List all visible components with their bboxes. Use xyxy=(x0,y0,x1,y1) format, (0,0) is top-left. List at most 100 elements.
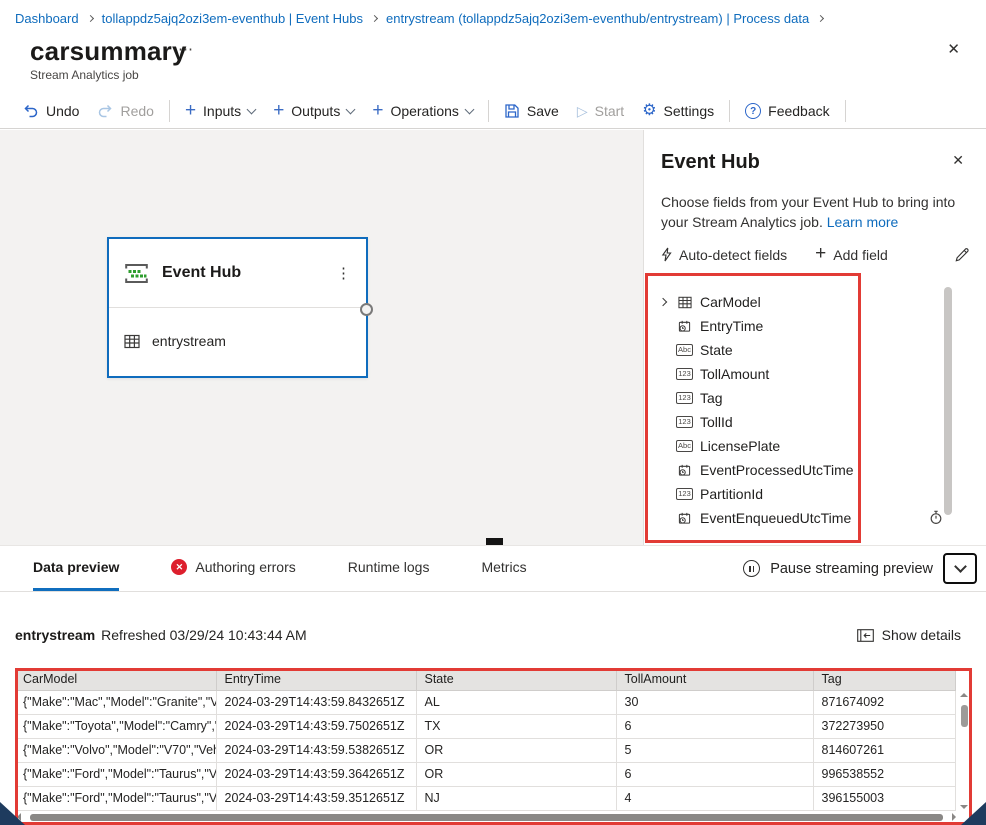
scrollbar-thumb[interactable] xyxy=(961,705,968,727)
show-details-button[interactable]: Show details xyxy=(856,627,961,643)
field-item-tollamount[interactable]: 123 TollAmount xyxy=(656,362,946,386)
data-preview-table: CarModel EntryTime State TollAmount Tag … xyxy=(15,668,972,825)
undo-button[interactable]: Undo xyxy=(14,94,88,128)
table-icon xyxy=(124,334,140,349)
learn-more-link[interactable]: Learn more xyxy=(826,214,899,231)
bottom-tabbar: Data preview ✕ Authoring errors Runtime … xyxy=(0,545,986,592)
field-item-partitionid[interactable]: 123 PartitionId xyxy=(656,482,946,506)
field-name: EntryTime xyxy=(700,318,764,334)
cell: 2024-03-29T14:43:59.3512651Z xyxy=(216,786,417,811)
column-header[interactable]: CarModel xyxy=(15,668,217,691)
node-input-name: entrystream xyxy=(152,333,226,349)
close-page-icon[interactable]: ✕ xyxy=(947,41,960,58)
start-button[interactable]: ▷ Start xyxy=(568,94,633,128)
help-circle-icon: ? xyxy=(745,103,762,119)
collapse-panel-button[interactable] xyxy=(943,553,977,584)
field-item-eventprocessedutctime[interactable]: EventProcessedUtcTime xyxy=(656,458,946,482)
node-output-connector[interactable] xyxy=(360,303,373,316)
field-item-licenseplate[interactable]: Abc LicensePlate xyxy=(656,434,946,458)
node-input-row[interactable]: entrystream xyxy=(109,308,366,374)
settings-button[interactable]: ⚙ Settings xyxy=(633,94,723,128)
panel-resize-handle[interactable] xyxy=(486,538,503,545)
redo-button[interactable]: Redo xyxy=(88,94,162,128)
add-inputs-button[interactable]: + Inputs xyxy=(176,94,264,128)
scroll-left-icon[interactable] xyxy=(17,813,21,821)
datetime-type-icon xyxy=(676,512,693,525)
scroll-down-icon[interactable] xyxy=(960,805,968,809)
auto-detect-fields-button[interactable]: Auto-detect fields xyxy=(661,247,787,263)
cell: NJ xyxy=(416,786,617,811)
datetime-type-icon xyxy=(676,464,693,477)
chevron-down-icon xyxy=(345,104,356,114)
toolbar-divider xyxy=(487,100,489,122)
panel-title: Event Hub xyxy=(661,151,760,173)
add-operations-button[interactable]: + Operations xyxy=(363,94,482,128)
table-row[interactable]: {"Make":"Ford","Model":"Taurus","Ve 2024… xyxy=(15,786,956,811)
table-row[interactable]: {"Make":"Toyota","Model":"Camry"," 2024-… xyxy=(15,714,956,739)
tab-authoring-errors[interactable]: ✕ Authoring errors xyxy=(171,546,296,591)
table-row[interactable]: {"Make":"Ford","Model":"Taurus","Ve 2024… xyxy=(15,762,956,787)
panel-scrollbar[interactable] xyxy=(944,287,952,515)
expand-chevron-icon[interactable] xyxy=(658,297,667,307)
scroll-up-icon[interactable] xyxy=(960,693,968,697)
breadcrumb-link-eventhub-namespace[interactable]: tollappdz5ajq2ozi3em-eventhub | Event Hu… xyxy=(101,11,363,26)
column-header[interactable]: EntryTime xyxy=(216,668,417,691)
event-hub-node[interactable]: Event Hub ⋮ entrystream xyxy=(107,237,368,378)
cell: OR xyxy=(416,738,617,763)
field-item-state[interactable]: Abc State xyxy=(656,338,946,362)
error-icon: ✕ xyxy=(171,559,188,575)
auto-detect-label: Auto-detect fields xyxy=(679,246,788,263)
string-type-icon: Abc xyxy=(675,440,694,452)
string-type-icon: Abc xyxy=(675,344,694,356)
column-header[interactable]: State xyxy=(416,668,617,691)
node-menu-icon[interactable]: ⋮ xyxy=(336,265,351,282)
field-item-entrytime[interactable]: EntryTime xyxy=(656,314,946,338)
feedback-label: Feedback xyxy=(768,103,830,119)
cell: {"Make":"Ford","Model":"Taurus","Ve xyxy=(15,786,217,811)
undo-label: Undo xyxy=(46,103,80,119)
add-field-button[interactable]: + Add field xyxy=(815,244,888,263)
table-row[interactable]: {"Make":"Mac","Model":"Granite","V 2024-… xyxy=(15,690,956,715)
field-item-tollid[interactable]: 123 TollId xyxy=(656,410,946,434)
more-options-icon[interactable]: ⋯ xyxy=(178,41,194,58)
diagram-canvas[interactable]: Event Hub ⋮ entrystream xyxy=(0,130,643,545)
save-button[interactable]: Save xyxy=(495,94,568,128)
tab-label: Authoring errors xyxy=(195,559,296,575)
add-outputs-button[interactable]: + Outputs xyxy=(264,94,363,128)
column-header[interactable]: Tag xyxy=(813,668,956,691)
scrollbar-thumb[interactable] xyxy=(30,814,943,821)
edit-pencil-icon[interactable] xyxy=(954,247,970,263)
tab-label: Metrics xyxy=(481,559,527,575)
field-name: TollAmount xyxy=(700,366,770,382)
feedback-button[interactable]: ? Feedback xyxy=(736,94,838,128)
close-panel-icon[interactable]: ✕ xyxy=(952,152,964,168)
cell: {"Make":"Mac","Model":"Granite","V xyxy=(15,690,217,715)
tab-data-preview[interactable]: Data preview xyxy=(33,546,120,591)
column-header[interactable]: TollAmount xyxy=(616,668,814,691)
scroll-right-icon[interactable] xyxy=(952,813,956,821)
table-vertical-scrollbar[interactable] xyxy=(959,693,970,809)
cell: 2024-03-29T14:43:59.5382651Z xyxy=(216,738,417,763)
tab-metrics[interactable]: Metrics xyxy=(481,546,526,591)
cell: 4 xyxy=(616,786,814,811)
cell: 30 xyxy=(616,690,814,715)
field-item-eventenqueuedutctime[interactable]: EventEnqueuedUtcTime xyxy=(656,506,946,530)
field-name: Tag xyxy=(700,390,723,406)
table-row[interactable]: {"Make":"Volvo","Model":"V70","Veh 2024-… xyxy=(15,738,956,763)
field-name: CarModel xyxy=(700,294,761,310)
cell: 996538552 xyxy=(813,762,956,787)
cell: 372273950 xyxy=(813,714,956,739)
tab-runtime-logs[interactable]: Runtime logs xyxy=(348,546,430,591)
redo-label: Redo xyxy=(120,103,154,119)
preview-header: entrystream Refreshed 03/29/24 10:43:44 … xyxy=(15,627,307,643)
field-item-carmodel[interactable]: CarModel xyxy=(656,290,946,314)
breadcrumb-link-entrystream-process-data[interactable]: entrystream (tollappdz5ajq2ozi3em-eventh… xyxy=(386,11,810,26)
breadcrumb-link-dashboard[interactable]: Dashboard xyxy=(15,11,79,26)
table-horizontal-scrollbar[interactable] xyxy=(17,812,956,823)
field-item-tag[interactable]: 123 Tag xyxy=(656,386,946,410)
pause-streaming-preview-button[interactable]: Pause streaming preview xyxy=(770,560,933,577)
field-name: LicensePlate xyxy=(700,438,781,454)
breadcrumb-separator-icon xyxy=(86,14,94,23)
page-title: carsummary xyxy=(30,36,187,66)
number-type-icon: 123 xyxy=(675,488,694,500)
